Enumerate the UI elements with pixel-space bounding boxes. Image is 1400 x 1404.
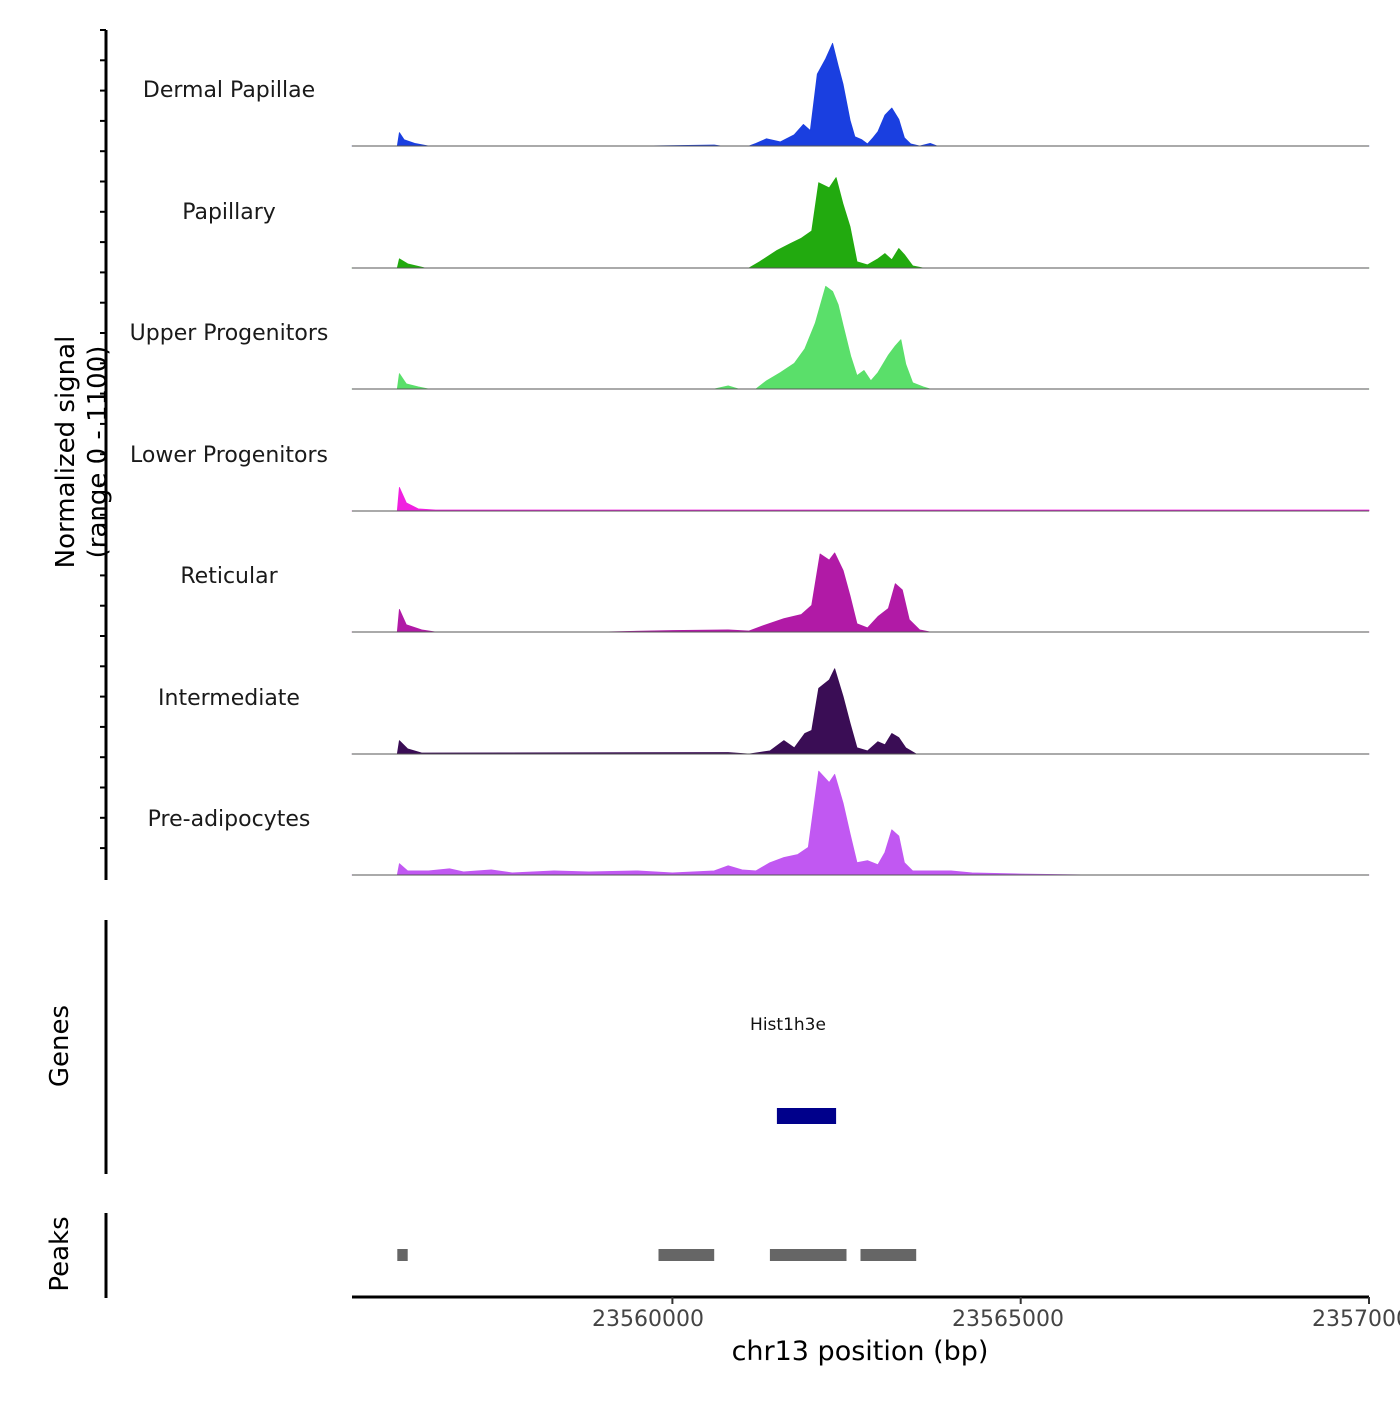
peak-3 xyxy=(769,1249,847,1261)
coverage-area-upper-progenitors xyxy=(351,285,1370,390)
genes-track-title: Genes xyxy=(45,1004,75,1088)
coverage-area-pre-adipocytes xyxy=(351,770,1370,876)
gene-body-hist1h3e xyxy=(776,1108,837,1124)
track-label-papillary: Papillary xyxy=(182,200,276,225)
x-tick-label-2: 23565000 xyxy=(952,1307,1064,1332)
peak-2 xyxy=(658,1249,715,1261)
coverage-area-dermal-papillae xyxy=(351,42,1370,147)
track-label-pre-adipocytes: Pre-adipocytes xyxy=(147,807,311,832)
x-tick-label-1: 23560000 xyxy=(592,1307,704,1332)
x-tick-label-3: 23570000 xyxy=(1312,1307,1400,1332)
track-label-reticular: Reticular xyxy=(180,564,278,589)
coverage-area-intermediate xyxy=(351,668,1370,755)
peak-4 xyxy=(860,1249,917,1261)
gene-label-hist1h3e: Hist1h3e xyxy=(750,1015,826,1035)
track-label-lower-progenitors: Lower Progenitors xyxy=(130,443,328,468)
peak-1 xyxy=(397,1249,408,1261)
y-axis-title-line1: Normalized signal xyxy=(51,335,81,569)
track-label-upper-progenitors: Upper Progenitors xyxy=(129,321,329,346)
track-label-intermediate: Intermediate xyxy=(158,686,300,711)
peaks-track-title: Peaks xyxy=(45,1216,75,1292)
coverage-area-papillary xyxy=(351,177,1370,269)
y-axis-title-line2: (range 0 - 1100) xyxy=(83,345,113,559)
track-label-dermal-papillae: Dermal Papillae xyxy=(142,78,316,103)
coverage-area-reticular xyxy=(351,552,1370,633)
x-axis-title: chr13 position (bp) xyxy=(731,1336,989,1367)
coverage-area-lower-progenitors xyxy=(351,487,1370,512)
y-axis-title: Normalized signal (range 0 - 1100) xyxy=(50,252,130,652)
